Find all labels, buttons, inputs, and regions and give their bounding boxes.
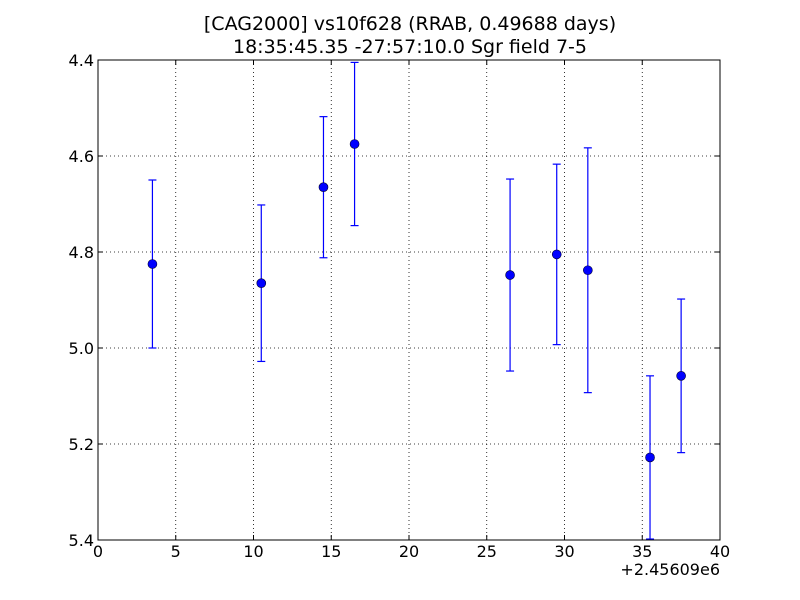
data-point-marker xyxy=(147,259,158,269)
data-point-marker xyxy=(551,249,562,260)
x-tick-label: 10 xyxy=(243,542,263,561)
data-point-group xyxy=(505,178,515,372)
x-tick-label: 25 xyxy=(477,542,497,561)
chart-title: [CAG2000] vs10f628 (RRAB, 0.49688 days) xyxy=(204,13,616,35)
data-point-marker xyxy=(505,270,515,280)
chart-subtitle: 18:35:45.35 -27:57:10.0 Sgr field 7-5 xyxy=(233,36,587,58)
data-point-group xyxy=(349,61,360,227)
data-point-marker xyxy=(256,278,267,289)
data-point-group xyxy=(645,375,655,540)
data-point-marker xyxy=(349,139,360,149)
data-point-group xyxy=(256,204,267,363)
x-tick-label: 15 xyxy=(321,542,341,561)
data-point-group xyxy=(676,298,686,454)
x-tick-labels: 0 5 10 15 20 25 30 35 40 xyxy=(93,542,730,561)
data-point-group xyxy=(147,179,158,349)
x-axis-offset-label: +2.45609e6 xyxy=(620,560,720,579)
y-tick-label: 4.4 xyxy=(69,51,94,70)
y-tick-label: 4.8 xyxy=(69,243,94,262)
y-tick-label: 5.2 xyxy=(69,435,94,454)
plot-area-frame xyxy=(97,59,721,541)
data-point-group xyxy=(318,116,329,259)
data-point-marker xyxy=(645,452,655,463)
y-tick-label: 5.0 xyxy=(69,339,94,358)
x-tick-label: 0 xyxy=(93,542,103,561)
y-tick-label: 5.4 xyxy=(69,531,94,550)
data-point-marker xyxy=(676,371,686,381)
x-tick-label: 35 xyxy=(632,542,652,561)
data-point-marker xyxy=(318,182,329,192)
x-tick-label: 40 xyxy=(710,542,730,561)
data-point-marker xyxy=(583,265,593,276)
x-tick-label: 5 xyxy=(171,542,181,561)
data-series xyxy=(147,61,686,540)
y-tick-labels: 4.4 4.6 4.8 5.0 5.2 5.4 xyxy=(69,51,94,550)
data-point-group xyxy=(583,147,593,394)
x-tick-label: 30 xyxy=(554,542,574,561)
y-tick-label: 4.6 xyxy=(69,147,94,166)
x-tick-label: 20 xyxy=(399,542,419,561)
grid xyxy=(98,60,720,540)
data-point-group xyxy=(551,163,562,346)
